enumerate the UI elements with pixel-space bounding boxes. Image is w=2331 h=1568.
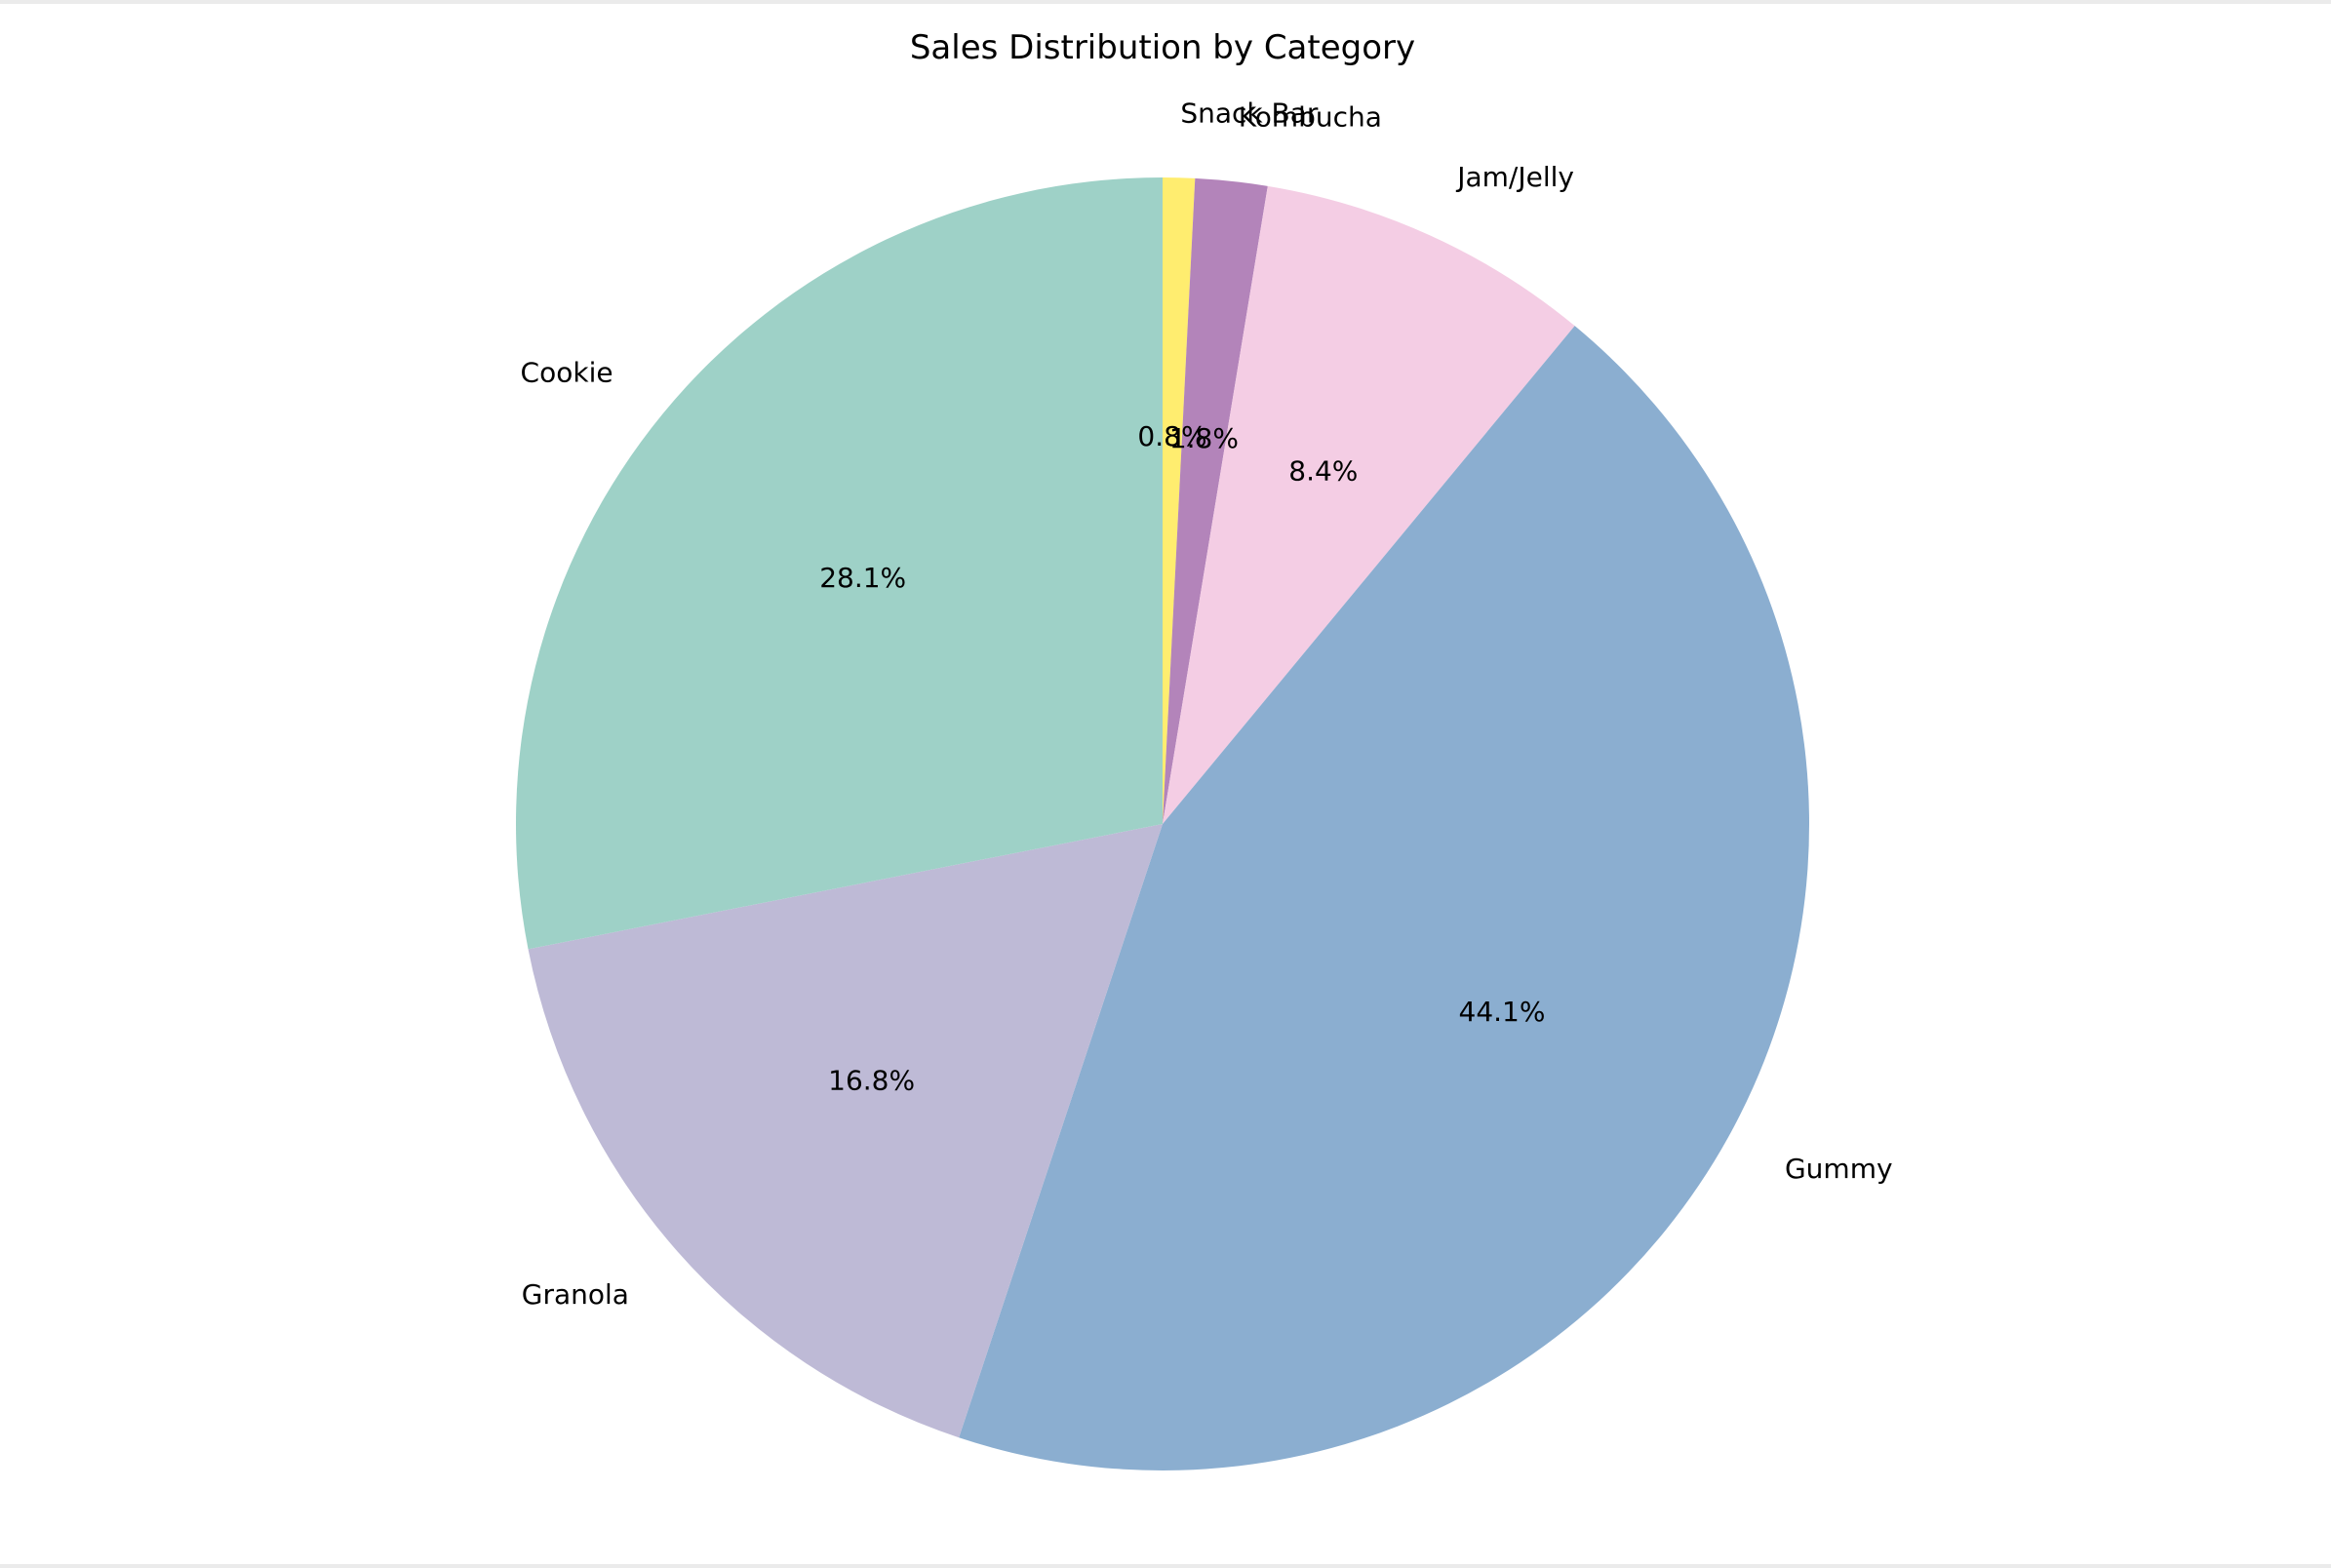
pct-label-snack-bar: 0.8% <box>1137 420 1206 452</box>
pie-slice-snack-bar <box>1163 177 1196 824</box>
slice-label-gummy: Gummy <box>1785 1153 1893 1185</box>
pie-labels: Snack Bar 0.8% Kombucha 1.8% Jam/Jelly 8.4% Gu… <box>521 97 1893 1310</box>
pie-slice-kombucha <box>1163 177 1268 824</box>
pie-slice-gummy <box>959 326 1809 1471</box>
slice-label-kombucha: Kombucha <box>1239 100 1382 133</box>
pct-label-kombucha: 1.8% <box>1169 422 1239 454</box>
pct-label-gummy: 44.1% <box>1459 996 1546 1028</box>
pct-label-granola: 16.8% <box>828 1065 915 1097</box>
pie-slices <box>516 177 1809 1471</box>
pie-slice-jam-jelly <box>1163 185 1575 825</box>
slice-label-snack-bar: Snack Bar <box>1180 97 1319 129</box>
slice-label-jam-jelly: Jam/Jelly <box>1455 161 1574 193</box>
pct-label-cookie: 28.1% <box>819 562 906 594</box>
pie-slice-cookie <box>516 177 1163 950</box>
chart-title: Sales Distribution by Category <box>910 28 1415 67</box>
slice-label-granola: Granola <box>522 1278 629 1311</box>
pct-label-jam-jelly: 8.4% <box>1288 454 1358 487</box>
slice-label-cookie: Cookie <box>521 356 613 388</box>
pie-slice-granola <box>528 824 1163 1438</box>
